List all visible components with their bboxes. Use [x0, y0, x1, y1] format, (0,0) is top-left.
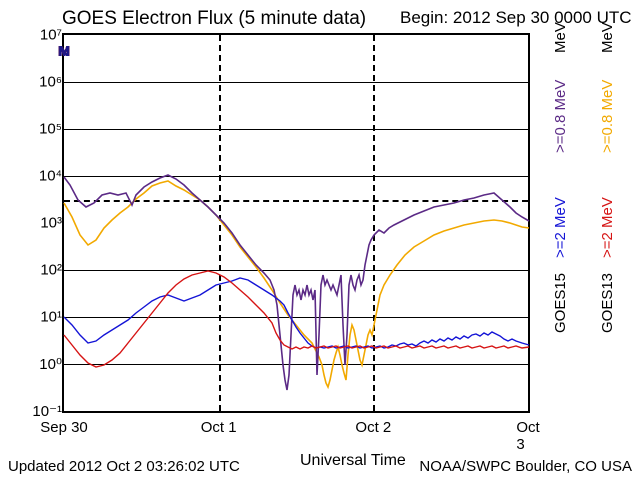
chart-title: GOES Electron Flux (5 minute data): [62, 8, 366, 30]
source-label: NOAA/SWPC Boulder, CO USA: [419, 458, 632, 475]
legend-goes15-label: GOES15: [552, 273, 569, 333]
xtick-oct3: Oct 3: [516, 419, 539, 453]
ytick-1e5: 10⁵: [22, 121, 62, 138]
ytick-1e4: 10⁴: [22, 168, 62, 185]
ytick-1em1: 10⁻¹: [22, 402, 62, 420]
x-axis-label: Universal Time: [300, 452, 406, 470]
legend-goes13-label: GOES13: [599, 273, 616, 333]
legend-08mev-goes13: >=0.8 MeV: [599, 80, 616, 153]
ytick-1e2: 10²: [22, 262, 62, 279]
ytick-1e7: 10⁷: [22, 27, 62, 44]
legend-2mev-goes15: >=2 MeV: [552, 197, 569, 258]
legend-2mev-goes13: >=2 MeV: [599, 197, 616, 258]
goes15-08mev-line: [64, 175, 529, 390]
goes-electron-flux-chart: GOES Electron Flux (5 minute data) Begin…: [0, 0, 640, 480]
legend-08mev-goes15: >=0.8 MeV: [552, 80, 569, 153]
ytick-1e1: 10¹: [22, 309, 62, 326]
ytick-1e6: 10⁶: [22, 74, 62, 91]
ytick-1e0: 10⁰: [22, 355, 62, 373]
mev-label-2: MeV: [599, 22, 616, 53]
data-lines-svg: [64, 35, 532, 415]
right-legend: MeV MeV >=0.8 MeV >=0.8 MeV >=2 MeV >=2 …: [534, 33, 640, 413]
xtick-sep30: Sep 30: [40, 419, 88, 436]
updated-timestamp: Updated 2012 Oct 2 03:26:02 UTC: [8, 458, 240, 475]
xtick-oct2: Oct 2: [355, 419, 391, 436]
goes13-08mev-line: [64, 181, 529, 387]
mev-label-1: MeV: [552, 22, 569, 53]
plot-area: M M N N M M N N M M N N 10⁷ 10⁶ 10⁵ 10⁴ …: [62, 33, 530, 413]
goes13-2mev-line: [64, 271, 529, 367]
xtick-oct1: Oct 1: [201, 419, 237, 436]
ytick-1e3: 10³: [22, 215, 62, 232]
begin-label: Begin: 2012 Sep 30 0000 UTC: [400, 8, 632, 28]
